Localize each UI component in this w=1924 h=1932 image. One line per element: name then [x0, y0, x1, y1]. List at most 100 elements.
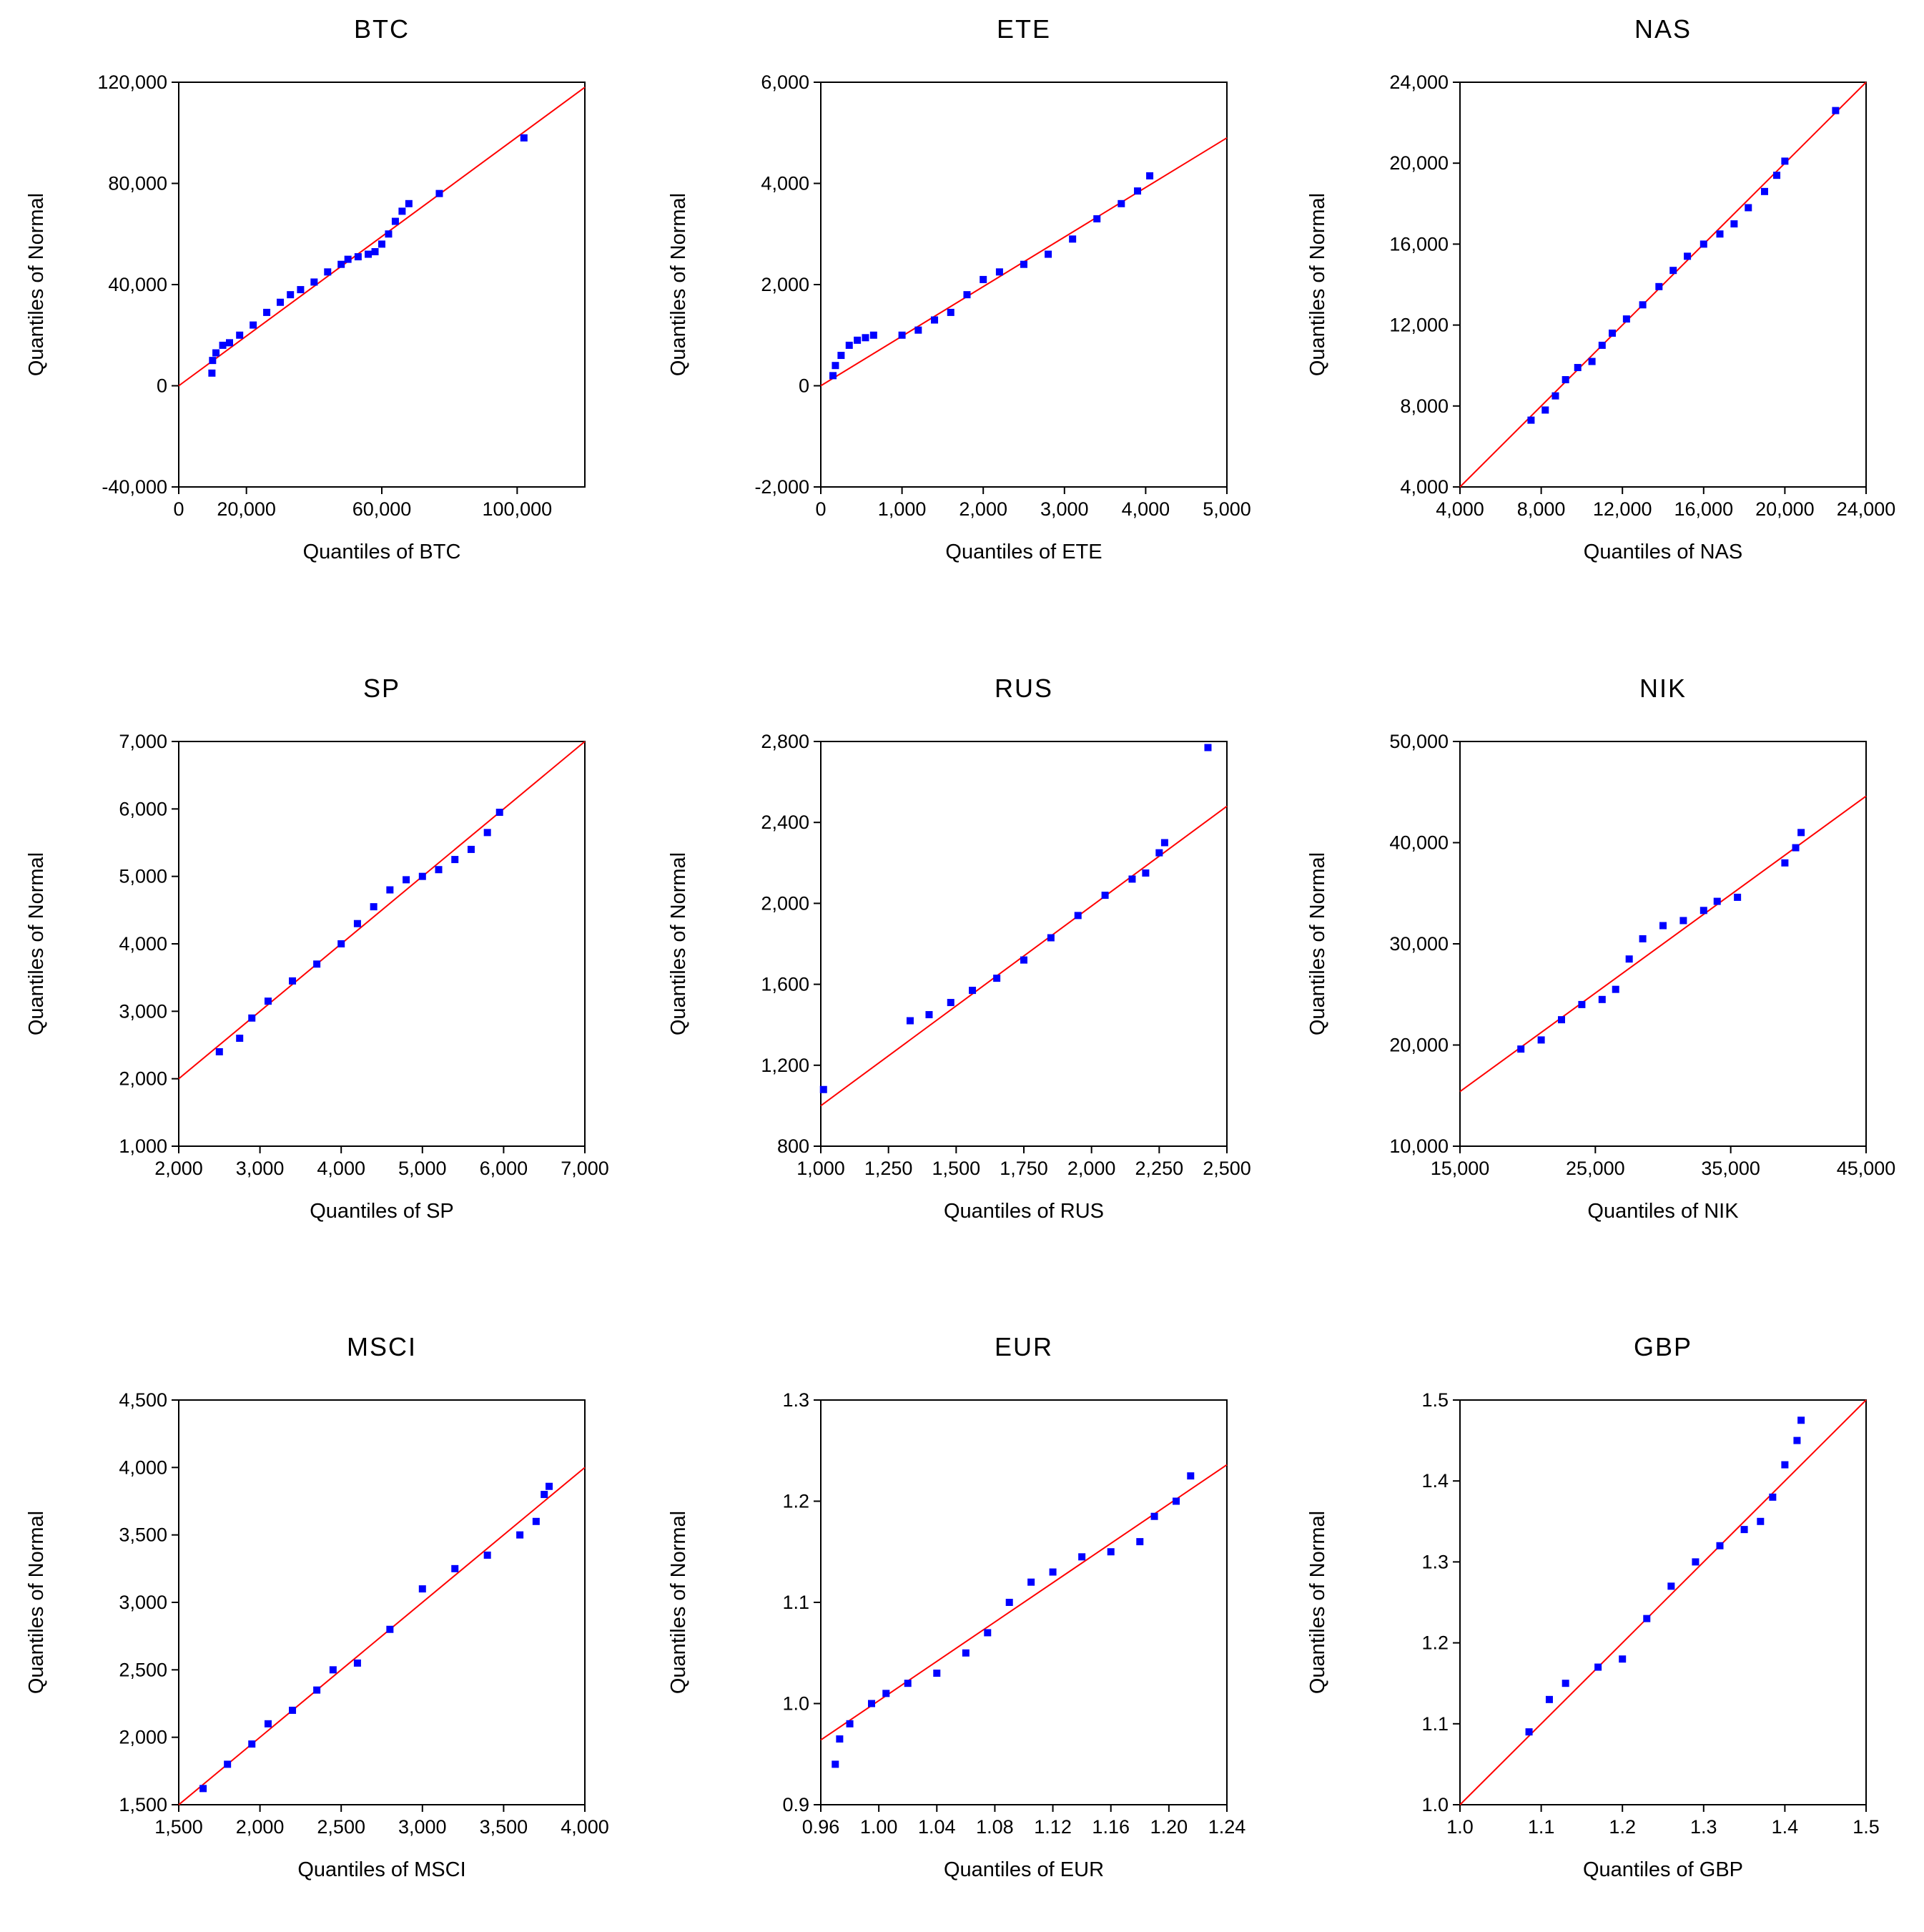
data-point: [836, 1735, 844, 1743]
x-tick-label: 2,000: [959, 498, 1007, 520]
x-tick-label: 4,000: [317, 1158, 365, 1179]
chart-nik: NIK 15,000 25,000 35,000 45,000 10,000 20,000 3…: [1306, 674, 1895, 1223]
data-point: [248, 1014, 256, 1022]
x-tick-label: 3,000: [236, 1158, 285, 1179]
y-tick-label: 1.3: [782, 1389, 809, 1411]
data-point: [1562, 1680, 1569, 1687]
data-point: [277, 298, 284, 306]
plot-frame: [1459, 1399, 1867, 1805]
data-point: [516, 1531, 524, 1539]
data-point: [370, 903, 378, 911]
chart-msci: MSCI 1,500 2,000 2,500 3,000 3,500 4,000 1,500 2…: [25, 1332, 609, 1881]
y-tick-label: 10,000: [1389, 1135, 1449, 1157]
y-tick-label: 1.0: [782, 1693, 809, 1715]
data-point: [541, 1491, 548, 1499]
data-point: [1730, 220, 1738, 228]
y-tick-label: -2,000: [754, 476, 809, 498]
data-point: [1625, 955, 1633, 963]
y-tick-label: 2,000: [761, 892, 809, 914]
data-point: [371, 248, 379, 256]
data-point: [1757, 1517, 1765, 1525]
data-point: [854, 336, 862, 344]
y-tick-label: 1.5: [1421, 1389, 1449, 1411]
data-point: [418, 1585, 426, 1593]
x-tick-label: 0: [815, 498, 826, 520]
y-tick-label: 3,000: [119, 1000, 167, 1022]
data-point: [250, 321, 257, 329]
data-point: [1545, 1695, 1553, 1703]
data-point: [947, 308, 954, 316]
data-point: [1699, 240, 1707, 248]
x-tick-label: 45,000: [1837, 1158, 1896, 1179]
y-tick-label: 2,800: [761, 731, 809, 752]
y-axis-label: Quantiles of Normal: [667, 193, 690, 376]
x-tick-label: 2,500: [317, 1816, 365, 1838]
y-tick-label: 2,000: [119, 1068, 167, 1090]
x-tick-label: 1.16: [1092, 1816, 1130, 1838]
data-point: [904, 1680, 912, 1687]
data-point: [248, 1740, 256, 1748]
x-tick-label: 4,000: [561, 1816, 609, 1838]
data-point: [1773, 172, 1781, 179]
y-tick-label: 3,000: [119, 1592, 167, 1613]
data-point: [297, 286, 305, 294]
reference-line: [178, 1467, 586, 1805]
x-tick-label: 1,500: [932, 1158, 981, 1179]
data-point: [1792, 844, 1800, 852]
y-axis-label: Quantiles of Normal: [1306, 1511, 1329, 1694]
data-point: [1692, 1558, 1699, 1566]
data-point: [1612, 985, 1619, 993]
data-point: [1669, 267, 1677, 275]
data-point: [324, 268, 332, 276]
data-point: [1598, 341, 1606, 349]
y-tick-label: 30,000: [1389, 933, 1449, 955]
data-point: [313, 960, 321, 968]
data-point: [378, 240, 385, 248]
data-point: [1622, 315, 1630, 323]
data-point: [398, 207, 406, 215]
y-tick-label: 800: [777, 1135, 809, 1157]
y-tick-label: 6,000: [119, 798, 167, 819]
data-point: [1142, 869, 1150, 877]
y-axis-label: Quantiles of Normal: [25, 852, 48, 1035]
data-point: [263, 308, 271, 316]
data-point: [1020, 260, 1027, 268]
y-tick-label: 1,200: [761, 1055, 809, 1076]
data-point: [1793, 1436, 1801, 1444]
data-point: [1074, 912, 1082, 920]
x-axis-label: Quantiles of BTC: [303, 541, 461, 563]
data-point: [1134, 187, 1142, 195]
x-tick-label: 100,000: [483, 498, 553, 520]
data-point: [1745, 204, 1752, 212]
chart-sp: SP2,000 3,000 4,000 5,000 6,000 7,0001,0002,0…: [25, 674, 609, 1223]
data-point: [310, 278, 318, 286]
plot-frame: [820, 741, 1228, 1147]
y-tick-label: 8,000: [1400, 395, 1449, 417]
y-axis-label: Quantiles of Normal: [667, 852, 690, 1035]
y-tick-label: 0.9: [782, 1794, 809, 1815]
data-point: [1517, 1045, 1525, 1053]
data-point: [287, 291, 295, 299]
x-axis-label: Quantiles of ETE: [945, 541, 1102, 563]
y-tick-label: 2,000: [761, 274, 809, 295]
data-point: [236, 1035, 244, 1043]
data-point: [1797, 829, 1805, 837]
data-point: [1136, 1538, 1144, 1546]
y-tick-label: 1,600: [761, 974, 809, 995]
reference-line: [820, 805, 1228, 1107]
data-point: [931, 316, 939, 324]
x-tick-label: 6,000: [480, 1158, 528, 1179]
data-point: [1781, 1461, 1789, 1469]
data-point: [1574, 364, 1582, 372]
x-tick-label: 16,000: [1674, 498, 1734, 520]
data-point: [869, 331, 877, 339]
data-point: [219, 341, 227, 349]
reference-line: [1459, 82, 1867, 488]
x-tick-label: 4,000: [1436, 498, 1484, 520]
y-axis-label: Quantiles of Normal: [25, 193, 48, 376]
data-point: [1187, 1472, 1195, 1480]
y-tick-label: 24,000: [1389, 72, 1449, 93]
data-point: [1020, 956, 1027, 964]
y-tick-label: 40,000: [1389, 832, 1449, 854]
